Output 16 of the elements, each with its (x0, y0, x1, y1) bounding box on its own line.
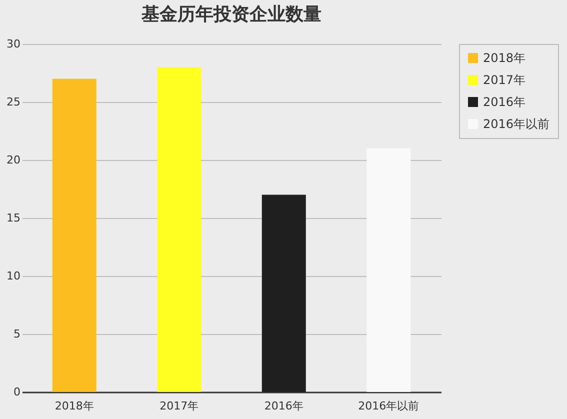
y-tick-label: 5 (14, 328, 20, 340)
y-tick-label: 10 (6, 270, 20, 282)
legend-label: 2016年 (483, 95, 526, 109)
y-tick-label: 30 (6, 38, 20, 50)
legend-label: 2016年以前 (483, 117, 550, 131)
chart-title: 基金历年投资企业数量 (140, 4, 322, 25)
y-tick-label: 25 (6, 96, 20, 108)
legend-label: 2018年 (483, 51, 526, 65)
x-tick-label: 2018年 (54, 400, 94, 412)
y-tick-label: 20 (6, 154, 20, 166)
legend-label: 2017年 (483, 73, 526, 87)
x-tick-label: 2017年 (160, 400, 199, 412)
x-tick-label: 2016年 (264, 400, 304, 412)
x-tick-label: 2016年以前 (358, 400, 420, 412)
y-tick-label: 0 (14, 386, 20, 398)
y-tick-label: 15 (6, 212, 20, 224)
